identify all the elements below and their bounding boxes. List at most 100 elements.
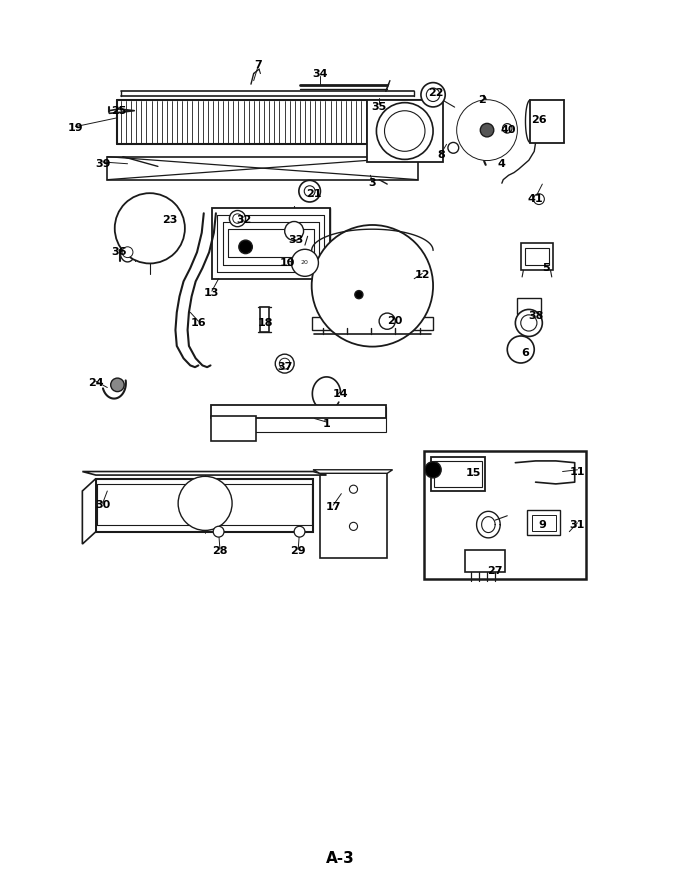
Circle shape [299, 181, 320, 202]
Bar [525, 247, 549, 265]
Text: 17: 17 [326, 502, 341, 512]
Text: 21: 21 [307, 189, 322, 198]
Text: 18: 18 [258, 318, 273, 328]
Text: 19: 19 [68, 124, 84, 134]
Circle shape [503, 124, 512, 134]
Circle shape [294, 526, 305, 537]
Circle shape [239, 240, 252, 254]
Text: 15: 15 [466, 468, 481, 478]
Circle shape [480, 124, 494, 137]
Circle shape [279, 359, 290, 369]
Text: 25: 25 [111, 106, 126, 116]
Text: 14: 14 [333, 389, 347, 399]
Text: 38: 38 [528, 311, 543, 321]
Text: 33: 33 [288, 235, 304, 245]
Circle shape [304, 186, 315, 197]
Text: 3: 3 [369, 178, 376, 188]
Circle shape [229, 210, 245, 227]
Bar [435, 461, 481, 488]
Text: 35: 35 [371, 102, 387, 112]
Polygon shape [212, 208, 330, 279]
Text: 6: 6 [521, 348, 529, 358]
Circle shape [122, 247, 133, 257]
Bar [424, 451, 586, 579]
Bar [517, 298, 541, 314]
Bar [211, 407, 386, 432]
Bar [367, 100, 443, 162]
Bar [211, 405, 386, 418]
Text: 32: 32 [237, 215, 252, 225]
Text: 28: 28 [212, 546, 228, 556]
Text: 8: 8 [437, 150, 445, 160]
Circle shape [275, 354, 294, 373]
Bar [431, 457, 485, 491]
Text: 7: 7 [254, 60, 262, 69]
Circle shape [448, 142, 459, 153]
Text: 16: 16 [190, 318, 206, 328]
Text: 5: 5 [543, 263, 550, 273]
Circle shape [350, 485, 358, 493]
Circle shape [178, 476, 232, 530]
Bar [521, 243, 553, 270]
Text: 10: 10 [279, 258, 295, 268]
Polygon shape [82, 472, 326, 475]
Text: 24: 24 [88, 378, 103, 388]
Text: 31: 31 [570, 520, 585, 530]
Text: 30: 30 [95, 500, 110, 510]
Text: 39: 39 [95, 158, 110, 169]
Text: 26: 26 [531, 115, 547, 125]
Bar [465, 550, 505, 572]
Text: 9: 9 [539, 520, 546, 530]
Circle shape [507, 336, 534, 363]
Circle shape [214, 526, 224, 537]
Polygon shape [313, 470, 392, 473]
Circle shape [379, 313, 395, 329]
Circle shape [285, 222, 303, 240]
Text: 12: 12 [415, 271, 430, 280]
Polygon shape [96, 479, 313, 531]
Text: 29: 29 [290, 546, 306, 556]
Circle shape [377, 102, 433, 159]
Text: 20: 20 [388, 316, 403, 326]
Text: 1: 1 [430, 466, 435, 473]
Text: 11: 11 [570, 466, 585, 476]
Text: 2: 2 [478, 95, 486, 105]
Text: 37: 37 [277, 362, 292, 372]
Text: 20: 20 [301, 260, 309, 265]
Text: 41: 41 [528, 194, 543, 204]
Circle shape [350, 522, 358, 530]
Text: 22: 22 [428, 88, 443, 98]
Polygon shape [311, 317, 433, 330]
Circle shape [115, 193, 185, 263]
Circle shape [457, 100, 517, 160]
Polygon shape [82, 479, 96, 544]
Circle shape [355, 291, 363, 299]
Text: 23: 23 [163, 215, 177, 225]
Circle shape [534, 194, 545, 205]
Circle shape [292, 249, 318, 276]
Polygon shape [320, 473, 387, 558]
Circle shape [426, 88, 440, 101]
Bar [260, 307, 269, 332]
Circle shape [515, 310, 543, 336]
Circle shape [521, 315, 537, 331]
Text: 36: 36 [111, 247, 126, 257]
Bar [532, 515, 556, 530]
Polygon shape [107, 157, 418, 180]
Text: 27: 27 [488, 565, 503, 576]
Text: 40: 40 [501, 125, 516, 135]
Bar [530, 100, 564, 142]
Text: 4: 4 [498, 158, 506, 169]
Circle shape [233, 214, 242, 223]
Circle shape [111, 378, 124, 392]
Text: A-3: A-3 [326, 852, 354, 867]
Text: 13: 13 [204, 287, 220, 298]
Circle shape [384, 110, 425, 151]
Circle shape [421, 83, 445, 107]
Circle shape [425, 462, 441, 478]
Text: 1: 1 [322, 419, 330, 429]
Text: 34: 34 [312, 69, 328, 78]
Bar [211, 416, 256, 441]
Bar [528, 511, 560, 535]
Circle shape [311, 225, 433, 346]
